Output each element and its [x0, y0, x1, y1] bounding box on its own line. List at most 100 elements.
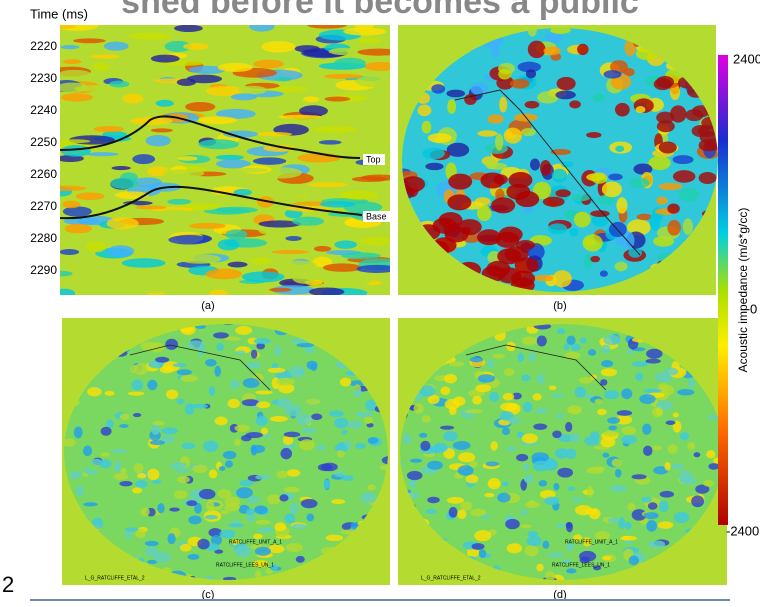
texture — [217, 343, 224, 351]
texture — [156, 100, 174, 107]
texture — [235, 545, 251, 557]
texture — [488, 163, 507, 170]
texture — [574, 387, 586, 398]
texture — [557, 77, 576, 90]
texture — [673, 170, 696, 183]
texture — [223, 451, 237, 460]
texture — [544, 496, 559, 505]
texture — [220, 510, 229, 515]
texture — [569, 100, 581, 108]
texture — [601, 368, 617, 376]
texture — [597, 409, 607, 415]
texture — [642, 424, 651, 435]
texture — [361, 492, 377, 503]
texture — [216, 155, 244, 160]
texture — [524, 474, 534, 483]
texture — [497, 493, 510, 503]
horizon-label: Base — [366, 211, 387, 221]
y-tick-label: 2270 — [30, 199, 57, 213]
texture — [646, 520, 657, 532]
texture — [586, 132, 601, 138]
texture — [292, 217, 324, 226]
texture — [503, 393, 514, 400]
texture — [356, 265, 397, 273]
texture — [218, 489, 232, 499]
texture — [159, 209, 188, 217]
texture — [257, 527, 274, 533]
texture — [674, 512, 690, 523]
texture — [166, 389, 178, 399]
texture — [352, 176, 388, 182]
texture — [659, 183, 683, 190]
texture — [214, 366, 221, 377]
texture — [410, 459, 422, 463]
texture — [368, 437, 379, 444]
texture — [498, 69, 511, 80]
texture — [621, 435, 637, 444]
texture — [101, 427, 112, 436]
texture — [269, 99, 308, 106]
texture — [427, 497, 440, 504]
texture — [285, 236, 301, 241]
texture — [278, 115, 321, 119]
well-label: L_G_RATCLIFFE_ETAL_2 — [421, 575, 481, 581]
texture — [314, 166, 360, 178]
texture — [218, 63, 253, 72]
texture — [177, 476, 190, 483]
texture — [204, 515, 217, 520]
texture — [460, 501, 472, 510]
texture — [367, 484, 375, 490]
texture — [161, 427, 178, 434]
texture — [329, 48, 362, 55]
texture — [443, 431, 458, 441]
texture — [206, 500, 214, 512]
texture — [501, 481, 508, 486]
texture — [279, 494, 288, 501]
texture — [311, 414, 322, 420]
texture — [608, 517, 620, 522]
texture — [227, 262, 247, 268]
texture — [238, 86, 267, 95]
texture — [243, 378, 260, 388]
texture — [197, 539, 209, 550]
page: shed before it becomes a public Top Base… — [0, 0, 760, 607]
texture — [145, 541, 159, 546]
texture — [474, 530, 491, 541]
texture — [60, 249, 80, 255]
texture — [354, 389, 362, 397]
texture — [479, 549, 486, 558]
texture — [151, 128, 173, 132]
texture — [170, 462, 188, 469]
texture — [475, 384, 491, 392]
texture — [440, 386, 450, 395]
texture — [528, 500, 534, 505]
texture — [632, 474, 647, 479]
texture — [506, 184, 530, 200]
texture — [137, 473, 146, 478]
texture — [256, 401, 270, 408]
texture — [553, 483, 559, 491]
texture — [334, 58, 366, 69]
texture — [242, 271, 285, 282]
texture — [291, 523, 306, 529]
texture — [53, 289, 76, 298]
header-text: shed before it becomes a public — [121, 0, 639, 21]
texture — [364, 62, 397, 71]
texture — [555, 91, 575, 100]
texture — [557, 328, 565, 334]
texture — [246, 432, 263, 438]
texture — [428, 133, 452, 143]
texture — [122, 258, 166, 267]
texture — [329, 410, 344, 417]
texture — [587, 486, 593, 497]
texture — [645, 359, 660, 364]
texture — [526, 69, 536, 78]
texture — [588, 349, 596, 356]
texture — [314, 246, 331, 252]
texture — [256, 416, 268, 426]
texture — [307, 21, 346, 28]
texture — [323, 480, 330, 489]
texture — [255, 390, 272, 394]
texture — [140, 507, 149, 516]
texture — [433, 443, 447, 453]
